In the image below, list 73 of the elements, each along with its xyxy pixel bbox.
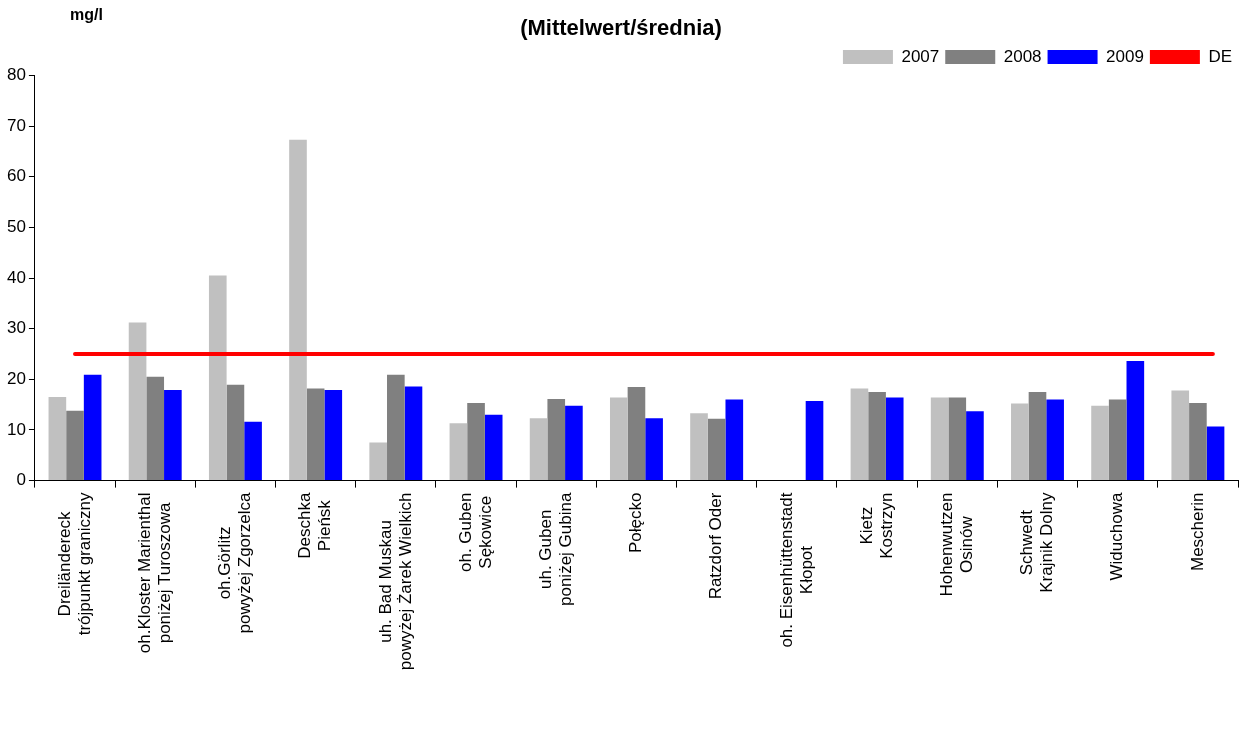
bar bbox=[128, 322, 147, 481]
bar bbox=[226, 384, 245, 481]
bar bbox=[244, 421, 262, 481]
x-tick-label: oh.Kloster Marienthal poniżej Turoszowa bbox=[134, 492, 174, 654]
bar bbox=[948, 397, 967, 481]
bar bbox=[725, 399, 744, 481]
bar bbox=[1091, 405, 1109, 481]
legend-label: 2009 bbox=[1106, 46, 1144, 66]
bar bbox=[885, 397, 904, 481]
bar bbox=[1206, 426, 1225, 481]
bar bbox=[146, 376, 165, 481]
x-tick-label: oh. Eisenhüttenstadt Kłopot bbox=[776, 492, 816, 648]
x-tick-label: oh.Görlitz powyżej Zgorzelca bbox=[215, 492, 255, 634]
bar bbox=[289, 139, 307, 481]
bar bbox=[609, 397, 628, 481]
bar bbox=[449, 423, 468, 481]
y-axis-title: mg/l bbox=[70, 6, 103, 24]
bar bbox=[1171, 390, 1190, 481]
x-tick-label: Widuchowa bbox=[1107, 492, 1127, 581]
bar bbox=[805, 401, 824, 481]
bar bbox=[484, 414, 503, 481]
bar bbox=[66, 410, 84, 481]
bar bbox=[387, 374, 405, 481]
bar bbox=[164, 389, 182, 481]
bar bbox=[324, 389, 343, 481]
bar bbox=[565, 405, 583, 481]
bar bbox=[1046, 399, 1064, 481]
chart-title: (Mittelwert/średnia) bbox=[520, 15, 722, 41]
bar bbox=[690, 413, 708, 481]
x-tick-label: Mescherin bbox=[1187, 492, 1207, 572]
x-tick-label: Kietz Kostrzyn bbox=[856, 492, 896, 559]
bar bbox=[627, 386, 646, 481]
y-tick-label: 50 bbox=[6, 217, 26, 237]
bar bbox=[48, 397, 67, 481]
bar bbox=[707, 418, 726, 481]
x-tick-label: Schwedt Krajnik Dolny bbox=[1017, 492, 1057, 593]
legend-label: 2007 bbox=[901, 46, 940, 66]
x-tick-label: Połęcko bbox=[626, 492, 646, 554]
x-tick-label: oh. Guben Sękowice bbox=[455, 492, 495, 572]
bar bbox=[930, 397, 949, 481]
bar bbox=[868, 391, 886, 481]
legend-label: 2008 bbox=[1003, 46, 1042, 66]
bar bbox=[1108, 399, 1127, 481]
x-tick-label: Deschka Pieńsk bbox=[295, 492, 335, 559]
bar bbox=[404, 386, 423, 481]
bar bbox=[83, 374, 102, 481]
bar bbox=[850, 388, 869, 481]
y-tick-label: 70 bbox=[6, 115, 26, 135]
legend-label: DE bbox=[1208, 46, 1233, 66]
bar bbox=[966, 411, 984, 481]
bar bbox=[529, 418, 548, 481]
bar bbox=[306, 388, 325, 481]
x-tick-label: uh. Bad Muskau powyżej Żarek Wielkich bbox=[375, 492, 415, 671]
bar bbox=[1011, 403, 1029, 481]
x-tick-label: Hohenwutzen Osinów bbox=[936, 492, 976, 597]
x-tick-label: uh. Guben poniżej Gubina bbox=[535, 492, 575, 607]
x-tick-label: Ratzdorf Oder bbox=[706, 492, 726, 600]
y-tick-label: 80 bbox=[6, 65, 26, 85]
x-tick-label: Dreiländereck trójpunkt graniczny bbox=[54, 492, 94, 636]
y-tick-label: 40 bbox=[6, 267, 26, 287]
bar bbox=[547, 399, 566, 481]
bar bbox=[369, 442, 388, 481]
bar bbox=[645, 418, 663, 481]
y-tick-label: 10 bbox=[6, 419, 26, 439]
y-tick-label: 0 bbox=[16, 470, 26, 490]
bar bbox=[1028, 391, 1047, 481]
bar bbox=[467, 403, 485, 481]
y-tick-label: 20 bbox=[6, 368, 26, 388]
y-tick-label: 30 bbox=[6, 318, 26, 338]
bar bbox=[1126, 361, 1145, 481]
y-tick-label: 60 bbox=[6, 166, 26, 186]
bar bbox=[208, 275, 227, 481]
bar bbox=[1189, 403, 1207, 481]
